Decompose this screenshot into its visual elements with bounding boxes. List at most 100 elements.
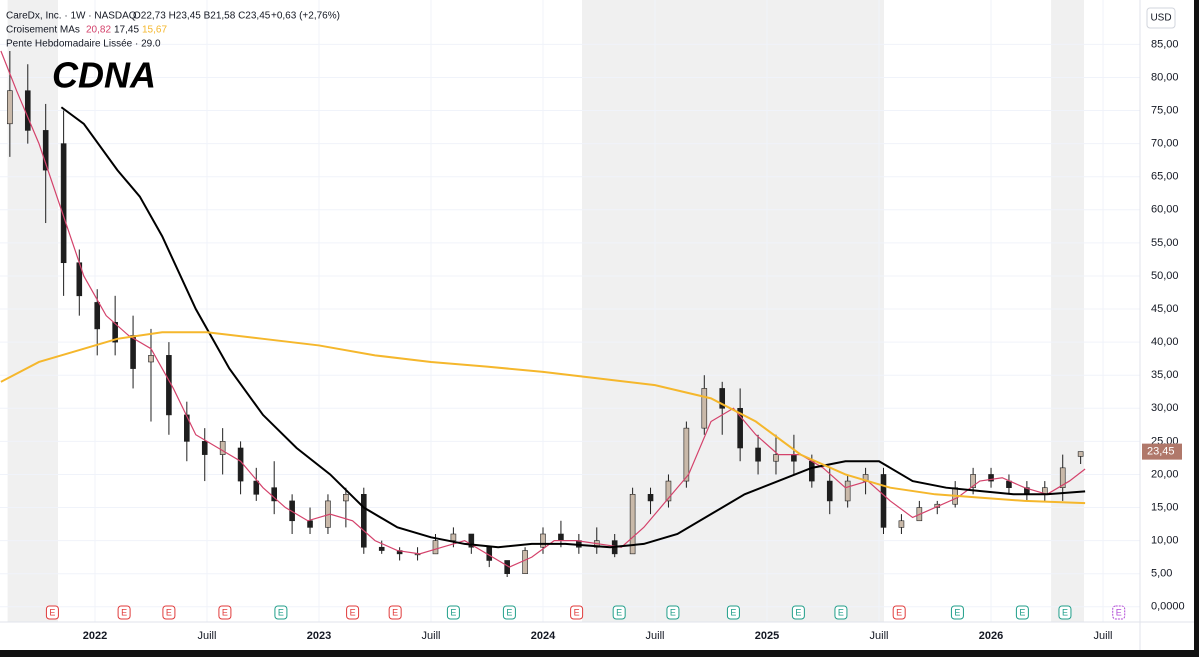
earnings-marker [45, 605, 59, 620]
earnings-label: E [222, 607, 228, 617]
symbol: CareDx, Inc. · 1W · NASDAQ [6, 11, 137, 22]
candle-body [219, 441, 226, 455]
ticker: CDNA [52, 55, 156, 96]
y-tick-label: 40,00 [1151, 336, 1179, 348]
session-shade [1051, 0, 1084, 622]
candle-body [701, 388, 708, 429]
candle-body [540, 533, 546, 548]
y-tick-label: 45,00 [1151, 303, 1179, 315]
candle-body [468, 533, 475, 548]
earnings-marker [1015, 605, 1029, 620]
earnings-label: E [392, 607, 398, 617]
x-tick-label: 2023 [307, 630, 331, 642]
candle-body [665, 480, 672, 502]
earnings-label: E [49, 607, 55, 617]
earnings-marker [117, 605, 131, 620]
candle-body [60, 143, 67, 264]
ma-value: 15,67 [142, 25, 167, 36]
price-label-box [1142, 443, 1182, 460]
candle-body [844, 480, 851, 502]
earnings-label: E [450, 607, 456, 617]
earnings-label: E [506, 607, 512, 617]
candle-body [307, 520, 313, 528]
indicator: Pente Hebdomadaire Lissée · 29.0 [6, 39, 161, 50]
ma-name: Croisement MAs [6, 25, 80, 36]
candle-body [24, 90, 31, 131]
y-tick-label: 80,00 [1151, 71, 1179, 83]
earnings-marker [834, 605, 848, 620]
earnings-label: E [616, 607, 622, 617]
candle-body [737, 407, 743, 449]
ohlc: O22,73 H23,45 B21,58 C23,45 [133, 11, 271, 22]
candle-body [809, 460, 815, 482]
earnings-label: E [795, 607, 801, 617]
earnings-label: E [574, 607, 580, 617]
price-label: 23,45 [1147, 446, 1175, 458]
earnings-marker [346, 605, 360, 620]
session-shade [581, 0, 884, 622]
earnings-label: E [670, 607, 676, 617]
candle-body [791, 454, 797, 462]
earnings-marker [274, 605, 288, 620]
candle-body [1077, 451, 1084, 457]
earnings-label: E [896, 607, 902, 617]
candle-body [988, 474, 994, 482]
candle-body [432, 540, 439, 555]
currency-box[interactable] [1146, 7, 1176, 29]
earnings-label: E [730, 607, 736, 617]
candle-body [826, 480, 833, 502]
earnings-label: E [278, 607, 284, 617]
ma-line [60, 106, 1086, 549]
candle-body [42, 130, 49, 171]
y-tick-label: 65,00 [1151, 171, 1179, 183]
candle-body [112, 321, 118, 343]
candle-body [773, 454, 779, 462]
earnings-marker [502, 605, 516, 620]
ma-value: 20,82 [86, 25, 111, 36]
x-tick-label: 2026 [979, 630, 1003, 642]
ma-line [0, 50, 1086, 568]
candle-body [450, 533, 457, 541]
earnings-marker [791, 605, 805, 620]
candle-body [522, 550, 528, 575]
ma-line [0, 331, 1086, 505]
candle-body [880, 474, 887, 528]
candle-body [166, 355, 172, 416]
y-tick-label: 50,00 [1151, 270, 1179, 282]
earnings-label: E [350, 607, 356, 617]
candle-body [237, 447, 244, 482]
session-shade [7, 0, 59, 622]
earnings-marker [1112, 605, 1126, 620]
earnings-label: E [1062, 607, 1068, 617]
x-tick-label: 2022 [83, 630, 107, 642]
frame [0, 650, 1199, 657]
candle-body [360, 494, 367, 548]
x-tick-label: Juill [870, 630, 889, 642]
y-tick-label: 5,00 [1151, 568, 1172, 580]
candle-body [898, 520, 905, 528]
candle-body [271, 487, 277, 502]
earnings-marker [726, 605, 740, 620]
earnings-label: E [838, 607, 844, 617]
earnings-label: E [121, 607, 127, 617]
candle-body [94, 302, 101, 330]
currency: USD [1150, 13, 1171, 24]
earnings-label: E [166, 607, 172, 617]
y-tick-label: 60,00 [1151, 204, 1179, 216]
earnings-marker [612, 605, 626, 620]
candle-body [343, 494, 349, 502]
candle-body [647, 494, 654, 502]
earnings-marker [446, 605, 460, 620]
earnings-marker [388, 605, 402, 620]
y-tick-label: 30,00 [1151, 402, 1179, 414]
x-tick-label: Juill [422, 630, 441, 642]
earnings-label: E [1116, 607, 1122, 617]
change: +0,63 (+2,76%) [271, 11, 340, 22]
earnings-label: E [954, 607, 960, 617]
candle-body [1059, 467, 1066, 488]
candle-body [719, 388, 726, 409]
y-tick-label: 10,00 [1151, 535, 1179, 547]
candle-body [378, 546, 385, 551]
x-tick-label: 2025 [755, 630, 779, 642]
